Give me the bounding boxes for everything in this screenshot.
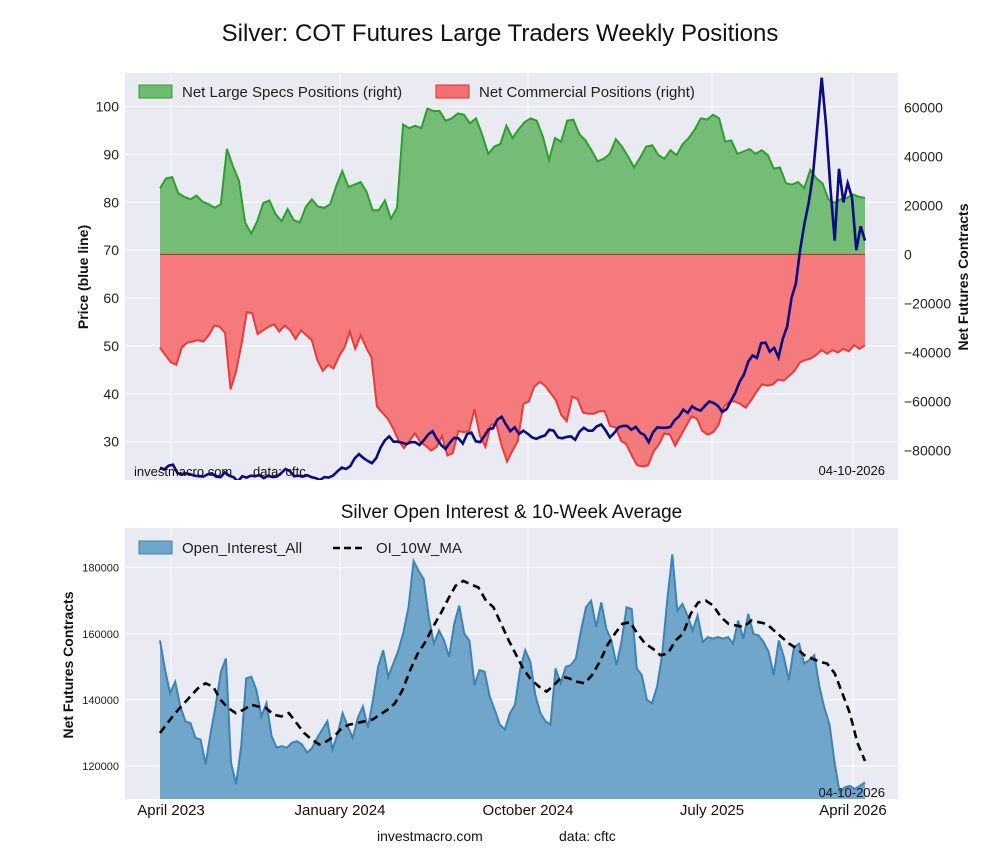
bottom-legend: Open_Interest_All OI_10W_MA [138,540,462,557]
top-date-label: 04-10-2026 [819,463,886,478]
top-watermark-data: data: cftc [253,464,306,479]
top-left-tick-label: 50 [103,338,119,354]
top-left-tick-label: 100 [96,99,120,115]
footer-data-source: data: cftc [559,828,616,844]
top-right-axis-label: Net Futures Contracts [955,203,971,350]
top-legend: Net Large Specs Positions (right) Net Co… [138,84,695,101]
top-left-tick-label: 80 [103,194,119,210]
specs-line [159,107,866,236]
chart-title: Silver: COT Futures Large Traders Weekly… [221,20,779,47]
bottom-y-tick-label: 180000 [82,563,119,575]
top-right-tick-label: −80000 [904,443,951,459]
top-right-tick-label: −40000 [904,345,951,361]
top-series [159,77,867,480]
oi-moving-average-line [158,579,867,762]
legend-swatch-oi [138,540,173,555]
top-left-tick-label: 60 [103,290,119,306]
commercial-line [159,310,866,468]
bottom-series [158,554,867,799]
legend-swatch-specs [138,84,173,99]
bottom-axes: 120000 140000 160000 180000 April 2023 Januar… [82,563,886,819]
top-left-axis-label: Price (blue line) [75,225,91,329]
top-right-tick-label: −60000 [904,394,951,410]
bottom-y-tick-label: 160000 [82,629,119,641]
legend-label-ma: OI_10W_MA [376,540,462,557]
legend-label-commercial: Net Commercial Positions (right) [479,84,695,101]
top-right-tick-label: 20000 [904,197,943,213]
top-right-tick-label: 40000 [904,148,943,164]
legend-label-specs: Net Large Specs Positions (right) [182,84,402,101]
bottom-axis-label: Net Futures Contracts [60,591,76,738]
top-left-tick-label: 30 [103,434,119,450]
x-tick-label: January 2024 [295,802,386,819]
bottom-y-tick-label: 120000 [82,761,119,773]
bottom-y-tick-label: 140000 [82,695,119,707]
x-tick-label: July 2025 [680,802,744,819]
top-left-tick-label: 70 [103,242,119,258]
price-line [159,77,867,480]
top-right-tick-label: 60000 [904,99,943,115]
bottom-date-label: 04-10-2026 [819,785,886,800]
open-interest-title: Silver Open Interest & 10-Week Average [340,502,683,523]
legend-swatch-commercial [435,84,470,99]
x-tick-label: October 2024 [483,802,574,819]
top-right-tick-label: 0 [904,246,912,262]
top-left-tick-label: 90 [103,146,119,162]
open-interest-area [160,554,865,799]
x-tick-label: April 2026 [819,802,887,819]
top-right-tick-label: −20000 [904,295,951,311]
specs-area [160,108,865,255]
legend-label-oi: Open_Interest_All [182,540,302,557]
x-tick-label: April 2023 [137,802,205,819]
footer-site: investmacro.com [377,828,483,844]
top-axes: 30 40 50 60 70 80 90 100 −80000 −60000 −40000 −2000… [96,99,952,459]
top-left-tick-label: 40 [103,386,119,402]
open-interest-line [159,554,866,795]
top-watermark-site: investmacro.com [134,464,232,479]
